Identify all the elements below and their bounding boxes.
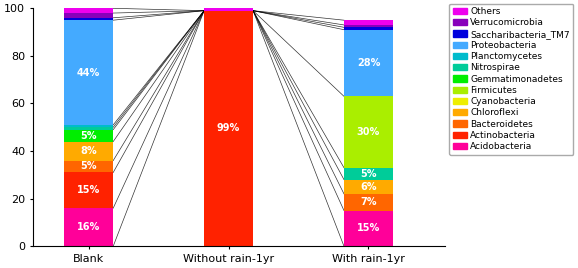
Bar (344, 27, 393, 30)
Text: 8%: 8% (80, 146, 97, 156)
Text: 5%: 5% (80, 162, 97, 172)
Bar (344, 194, 393, 210)
Bar (64, 125, 113, 127)
Text: 15%: 15% (357, 223, 380, 233)
Bar (344, 180, 393, 194)
Bar (204, 8, 253, 11)
Bar (64, 130, 113, 142)
Bar (64, 127, 113, 130)
Text: 6%: 6% (360, 182, 377, 192)
Bar (64, 8, 113, 13)
Text: 28%: 28% (357, 58, 380, 68)
Text: 99%: 99% (217, 124, 240, 133)
Bar (64, 161, 113, 172)
Bar (64, 13, 113, 18)
Bar (64, 208, 113, 246)
Bar (64, 18, 113, 20)
Bar (204, 11, 253, 246)
Text: 7%: 7% (360, 197, 377, 207)
Text: 5%: 5% (80, 131, 97, 141)
Text: 30%: 30% (357, 127, 380, 137)
Text: 44%: 44% (77, 68, 101, 77)
Bar (64, 142, 113, 161)
Bar (344, 20, 393, 25)
Bar (344, 96, 393, 168)
Text: 5%: 5% (360, 169, 377, 179)
Legend: Others, Verrucomicrobia, Saccharibacteria_TM7, Proteobacteria, Planctomycetes, N: Others, Verrucomicrobia, Saccharibacteri… (450, 3, 573, 155)
Bar (64, 172, 113, 208)
Text: 16%: 16% (77, 222, 101, 232)
Bar (64, 20, 113, 125)
Bar (344, 30, 393, 96)
Bar (344, 168, 393, 180)
Bar (344, 25, 393, 27)
Text: 15%: 15% (77, 185, 101, 195)
Bar (344, 210, 393, 246)
